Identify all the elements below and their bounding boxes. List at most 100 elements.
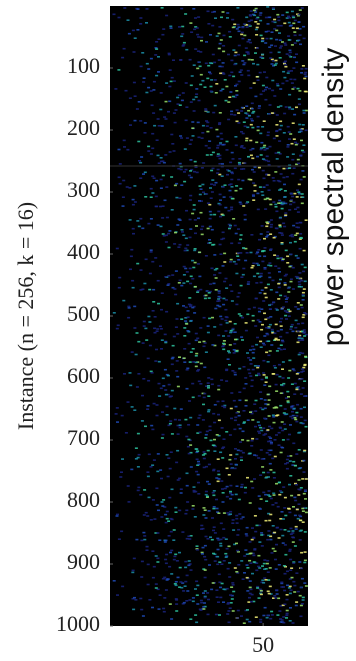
speckle: [139, 161, 143, 164]
speckle: [250, 266, 254, 269]
speckle: [143, 282, 147, 285]
speckle: [116, 324, 120, 327]
speckle: [295, 61, 299, 64]
speckle: [198, 193, 202, 196]
speckle: [189, 569, 193, 571]
speckle: [205, 125, 209, 127]
speckle: [137, 140, 141, 143]
texture: [112, 6, 308, 624]
speckle: [222, 560, 226, 562]
speckle: [274, 558, 277, 561]
speckle: [282, 202, 286, 205]
speckle: [200, 528, 203, 530]
speckle: [117, 69, 121, 71]
speckle: [250, 538, 254, 541]
speckle: [204, 144, 208, 147]
speckle: [211, 179, 215, 181]
speckle: [209, 72, 213, 75]
speckle: [230, 417, 233, 420]
y-tick-label: 200: [67, 115, 100, 140]
speckle: [289, 56, 293, 58]
speckle: [155, 348, 158, 351]
speckle: [221, 400, 225, 402]
speckle: [260, 289, 264, 291]
speckle: [272, 301, 276, 303]
speckle: [249, 359, 253, 361]
speckle: [262, 146, 266, 149]
speckle: [242, 247, 245, 249]
speckle: [297, 378, 301, 381]
speckle: [131, 279, 135, 282]
speckle: [147, 453, 151, 456]
speckle: [241, 60, 245, 62]
speckle: [222, 237, 226, 240]
speckle: [222, 528, 226, 530]
speckle: [150, 372, 154, 374]
speckle: [188, 297, 192, 299]
speckle: [301, 521, 305, 523]
speckle: [222, 342, 225, 345]
speckle: [217, 512, 221, 514]
speckle: [143, 132, 147, 134]
speckle: [178, 477, 182, 480]
speckle: [167, 520, 171, 522]
speckle: [165, 405, 169, 408]
speckle: [152, 288, 156, 291]
speckle: [212, 507, 216, 510]
speckle: [199, 188, 203, 190]
speckle: [185, 509, 189, 512]
speckle: [251, 265, 255, 267]
speckle: [298, 539, 302, 541]
speckle: [245, 618, 249, 621]
speckle: [158, 594, 162, 596]
speckle: [222, 348, 226, 351]
speckle: [147, 86, 151, 89]
speckle: [245, 113, 249, 115]
speckle: [184, 580, 188, 583]
speckle: [222, 335, 225, 337]
speckle: [303, 406, 306, 409]
speckle: [159, 328, 163, 330]
speckle: [292, 580, 296, 583]
speckle: [141, 288, 145, 291]
speckle: [208, 217, 212, 220]
speckle: [247, 601, 251, 603]
speckle: [215, 589, 219, 591]
speckle: [289, 415, 293, 418]
speckle: [282, 412, 286, 414]
speckle: [217, 290, 221, 292]
speckle: [283, 42, 287, 44]
speckle: [235, 542, 238, 545]
speckle: [296, 257, 300, 259]
speckle: [165, 310, 169, 313]
speckle: [249, 149, 253, 151]
speckle: [206, 10, 210, 13]
speckle: [300, 577, 304, 580]
speckle: [249, 178, 253, 181]
speckle: [246, 609, 249, 611]
speckle: [129, 255, 133, 258]
speckle: [304, 313, 308, 315]
speckle: [217, 59, 221, 61]
speckle: [225, 140, 229, 143]
speckle: [273, 595, 277, 597]
speckle: [225, 547, 229, 550]
speckle: [222, 446, 226, 448]
speckle: [250, 412, 254, 415]
speckle: [124, 89, 128, 92]
speckle: [300, 149, 304, 152]
speckle: [269, 203, 273, 206]
speckle: [233, 54, 237, 57]
speckle: [302, 151, 306, 153]
speckle: [303, 331, 307, 333]
speckle: [242, 422, 246, 424]
speckle: [300, 306, 304, 309]
speckle: [259, 12, 263, 14]
speckle: [268, 87, 271, 90]
speckle: [284, 273, 288, 276]
speckle: [267, 174, 271, 176]
speckle: [254, 399, 258, 402]
speckle: [160, 348, 163, 350]
speckle: [281, 542, 285, 544]
speckle: [280, 317, 283, 320]
